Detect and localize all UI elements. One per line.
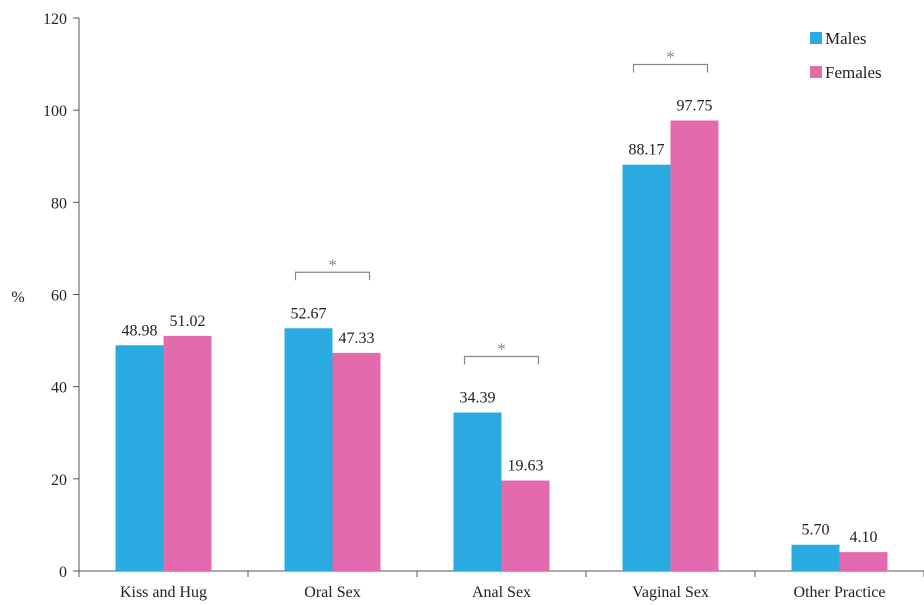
significance-marker: * [328, 255, 337, 274]
data-label: 34.39 [460, 390, 496, 407]
data-label: 52.67 [291, 305, 327, 322]
bar-males [453, 412, 502, 571]
data-label: 47.33 [339, 330, 375, 347]
bars: 48.98 51.02 52.67 47.33 34.39 19.63 88.17 97.75… [115, 48, 888, 572]
y-tick-label: 0 [59, 564, 67, 581]
x-tick-label: Other Practice [794, 584, 886, 601]
significance-bracket [463, 355, 540, 365]
bar-males [622, 164, 671, 572]
y-tick-label: 40 [51, 380, 67, 397]
data-label: 97.75 [677, 98, 713, 115]
axes: 0 20 40 60 80 100 120 Kiss and Hug Oral Sex Anal … [43, 11, 924, 601]
legend: Males Females [810, 29, 882, 82]
x-tick-label: Anal Sex [472, 584, 531, 601]
significance-bracket [632, 63, 709, 73]
x-tick-label: Vaginal Sex [632, 584, 709, 601]
legend-swatch-males [810, 32, 822, 44]
significance-marker: * [497, 340, 506, 359]
bar-females [670, 120, 719, 572]
data-label: 4.10 [850, 529, 878, 546]
bar-females [501, 480, 550, 571]
bar-females [839, 552, 888, 571]
x-tick-label: Oral Sex [304, 584, 360, 601]
data-label: 88.17 [629, 142, 665, 159]
y-tick-label: 20 [51, 472, 67, 489]
y-tick-label: 120 [43, 11, 67, 28]
y-tick-label: 100 [43, 103, 67, 120]
bar-males [284, 328, 333, 571]
y-axis-label: % [11, 289, 24, 306]
legend-label-females: Females [825, 63, 882, 82]
data-label: 51.02 [170, 313, 206, 330]
bar-females [332, 352, 381, 571]
data-label: 48.98 [122, 322, 158, 339]
x-tick-label: Kiss and Hug [120, 584, 207, 601]
bar-males [791, 544, 840, 571]
bar-females [163, 335, 212, 571]
significance-bracket [294, 271, 371, 281]
legend-label-males: Males [825, 29, 867, 48]
y-tick-label: 80 [51, 195, 67, 212]
significance-marker: * [666, 48, 675, 67]
y-tick-label: 60 [51, 288, 67, 305]
legend-swatch-females [810, 66, 822, 78]
bar-males [115, 345, 164, 571]
data-label: 19.63 [508, 458, 544, 475]
data-label: 5.70 [802, 522, 830, 539]
